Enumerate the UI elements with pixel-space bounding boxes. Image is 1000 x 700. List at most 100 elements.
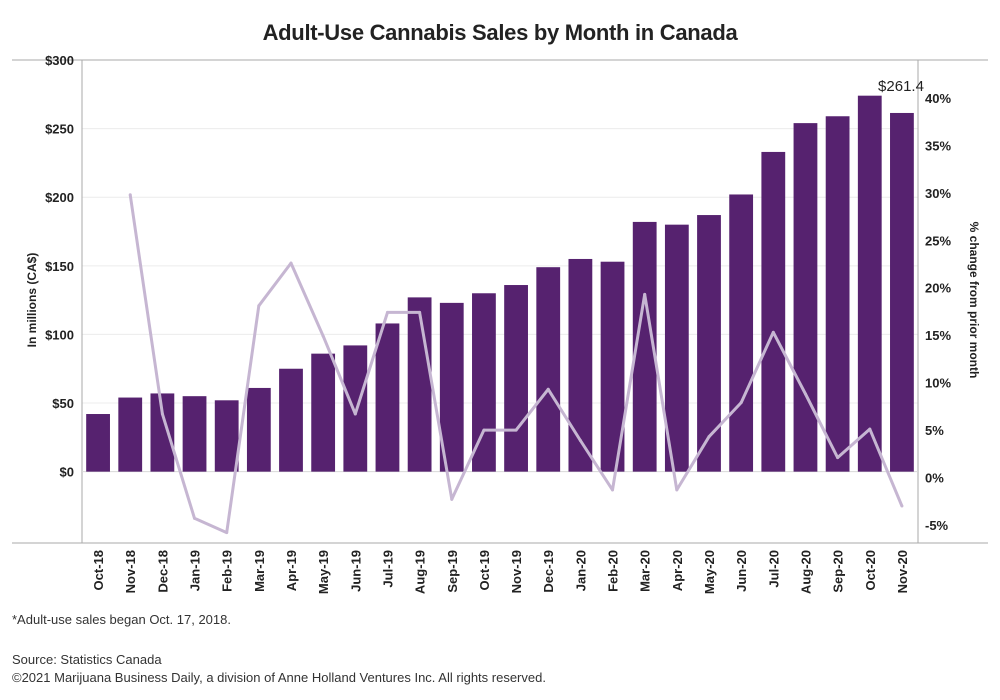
- bar: [568, 258, 593, 472]
- line-point: [160, 412, 164, 416]
- y2-axis-title: % change from prior month: [967, 222, 981, 379]
- y-axis-title: In millions (CA$): [25, 253, 39, 348]
- bar: [214, 400, 239, 472]
- bar: [311, 353, 336, 472]
- bar: [664, 224, 689, 472]
- x-tick-label: Feb-19: [220, 550, 235, 592]
- x-axis-ticks: Oct-18 Nov-18 Dec-18 Jan-19 Feb-19 Mar-19 Apr-…: [91, 550, 910, 594]
- line-point: [193, 516, 197, 520]
- bar: [761, 151, 786, 472]
- bar: [246, 387, 271, 472]
- line-point: [578, 439, 582, 443]
- x-tick-label: Oct-20: [863, 550, 878, 590]
- bar: [118, 397, 143, 472]
- y2-tick-label: 20%: [925, 281, 951, 296]
- bar: [793, 123, 818, 472]
- x-tick-label: Nov-20: [895, 550, 910, 593]
- x-tick-label: Apr-19: [284, 550, 299, 591]
- x-tick-label: Jun-20: [734, 550, 749, 592]
- y2-tick-label: 30%: [925, 186, 951, 201]
- bar: [536, 267, 561, 472]
- line-point: [257, 304, 261, 308]
- line-point: [353, 412, 357, 416]
- bar: [439, 302, 464, 472]
- bar: [472, 293, 496, 472]
- copyright-note: ©2021 Marijuana Business Daily, a divisi…: [12, 670, 546, 685]
- bar: [600, 261, 625, 472]
- line-point: [128, 193, 132, 197]
- x-tick-label: Apr-20: [670, 550, 685, 591]
- data-label-last: $261.4: [878, 78, 924, 95]
- bar: [375, 323, 400, 472]
- line-point: [771, 330, 775, 334]
- line-point: [321, 334, 325, 338]
- x-tick-label: Nov-19: [509, 550, 524, 593]
- bar: [504, 285, 528, 472]
- x-tick-label: Dec-18: [155, 550, 170, 593]
- x-tick-label: May-19: [316, 550, 331, 594]
- line-point: [418, 310, 422, 314]
- y-tick-label: $200: [45, 190, 74, 205]
- bar: [279, 368, 303, 472]
- line-point: [900, 504, 904, 508]
- bar: [857, 95, 882, 472]
- x-tick-label: Mar-20: [638, 550, 653, 592]
- bar: [343, 345, 368, 472]
- x-tick-label: Oct-19: [477, 550, 492, 590]
- y2-tick-label: 35%: [925, 138, 951, 153]
- footnote: *Adult-use sales began Oct. 17, 2018.: [12, 612, 231, 627]
- bar: [632, 221, 657, 472]
- bar: [150, 393, 175, 472]
- bar: [182, 396, 207, 472]
- pct-change-line: [128, 193, 904, 535]
- x-tick-label: Sep-19: [445, 550, 460, 593]
- y-tick-label: $50: [52, 396, 74, 411]
- y-tick-label: $250: [45, 122, 74, 137]
- line-point: [803, 392, 807, 396]
- line-point: [611, 488, 615, 492]
- x-tick-label: May-20: [702, 550, 717, 594]
- bar: [86, 414, 110, 472]
- source-note: Source: Statistics Canada: [12, 652, 162, 667]
- y2-tick-label: 15%: [925, 328, 951, 343]
- line-point: [450, 497, 454, 501]
- x-tick-label: Oct-18: [91, 550, 106, 590]
- line-point: [289, 261, 293, 265]
- y-tick-label: $0: [60, 465, 74, 480]
- y2-tick-label: 5%: [925, 423, 944, 438]
- bars: [86, 95, 914, 472]
- bar: [825, 116, 850, 472]
- x-tick-label: Jan-19: [188, 550, 203, 591]
- y2-tick-label: -5%: [925, 518, 949, 533]
- x-tick-label: Dec-19: [541, 550, 556, 593]
- y2-axis-ticks: -5% 0% 5% 10% 15% 20% 25% 30% 35% 40%: [925, 91, 951, 533]
- x-tick-label: Aug-20: [799, 550, 814, 594]
- line-point: [836, 456, 840, 460]
- y-tick-label: $150: [45, 259, 74, 274]
- y2-tick-label: 10%: [925, 376, 951, 391]
- line-point: [482, 428, 486, 432]
- y-axis-ticks: $0 $50 $100 $150 $200 $250 $300: [45, 53, 74, 480]
- x-tick-label: Mar-19: [252, 550, 267, 592]
- x-tick-label: Jul-20: [766, 550, 781, 588]
- x-tick-label: Jul-19: [381, 550, 396, 588]
- x-tick-label: Aug-19: [413, 550, 428, 594]
- y-tick-label: $300: [45, 53, 74, 68]
- gridlines: [82, 59, 918, 404]
- x-tick-label: Feb-20: [606, 550, 621, 592]
- y-tick-label: $100: [45, 327, 74, 342]
- x-tick-label: Jun-19: [348, 550, 363, 592]
- line-point: [385, 310, 389, 314]
- line-point: [675, 488, 679, 492]
- line-point: [868, 427, 872, 431]
- bar: [697, 215, 721, 472]
- line-point: [225, 531, 229, 535]
- bar: [890, 112, 914, 472]
- bar: [407, 297, 432, 472]
- chart-title: Adult-Use Cannabis Sales by Month in Can…: [262, 20, 738, 45]
- y2-tick-label: 25%: [925, 233, 951, 248]
- x-tick-label: Sep-20: [831, 550, 846, 593]
- y2-tick-label: 0%: [925, 471, 944, 486]
- line-point: [739, 401, 743, 405]
